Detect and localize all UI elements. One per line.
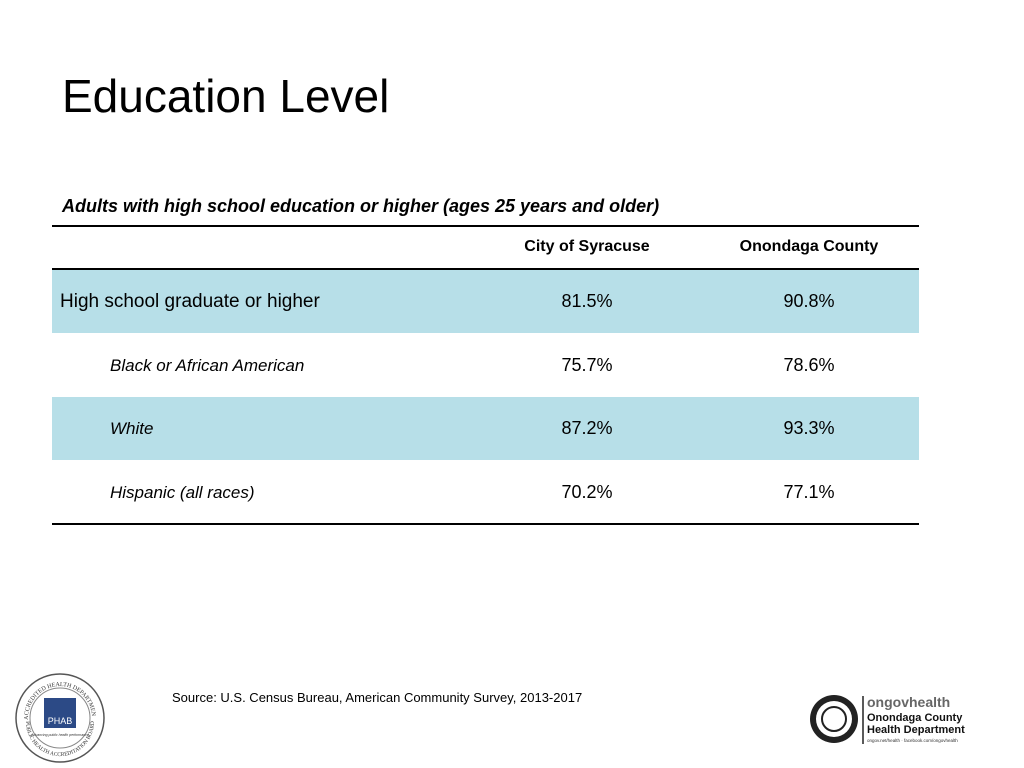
- cell: 70.2%: [561, 482, 613, 502]
- logo-brand: ongovhealth: [867, 694, 950, 710]
- table-row: White 87.2% 93.3%: [52, 397, 919, 460]
- logo-block: [44, 698, 76, 728]
- column-header: City of Syracuse: [524, 238, 650, 255]
- county-logo: ongovhealth Onondaga County Health Depar…: [810, 694, 965, 744]
- cell: 77.1%: [783, 482, 835, 502]
- cell: 75.7%: [561, 355, 613, 375]
- column-header: Onondaga County: [739, 238, 879, 255]
- rule: [52, 268, 919, 270]
- cell: 81.5%: [561, 291, 613, 311]
- row-label: Black or African American: [110, 356, 305, 375]
- logo-name: PHAB: [48, 716, 73, 726]
- rule: [52, 523, 919, 525]
- cell: 78.6%: [783, 355, 835, 375]
- logo-tagline: Advancing public health performance: [30, 733, 89, 737]
- table-row: Black or African American 75.7% 78.6%: [52, 334, 919, 397]
- rule: [52, 225, 919, 227]
- row-label: Hispanic (all races): [110, 483, 255, 502]
- slide-title: Education Level: [62, 70, 390, 122]
- phab-logo: ACCREDITED HEALTH DEPARTMENT PUBLIC HEAL…: [14, 672, 105, 763]
- row-label: High school graduate or higher: [60, 291, 320, 312]
- table-caption: Adults with high school education or hig…: [62, 196, 660, 216]
- table-row: High school graduate or higher 81.5% 90.…: [52, 270, 919, 333]
- source-note: Source: U.S. Census Bureau, American Com…: [172, 690, 583, 705]
- table-row: Hispanic (all races) 70.2% 77.1%: [52, 461, 919, 524]
- logo-url: ongov.net/health · facebook.com/ongovhea…: [867, 738, 958, 743]
- cell: 87.2%: [561, 418, 613, 438]
- row-label: White: [110, 419, 154, 438]
- logo-line: Onondaga County: [867, 712, 963, 724]
- cell: 90.8%: [783, 291, 835, 311]
- logo-line: Health Department: [867, 724, 965, 736]
- county-seal: [821, 706, 847, 732]
- cell: 93.3%: [783, 418, 835, 438]
